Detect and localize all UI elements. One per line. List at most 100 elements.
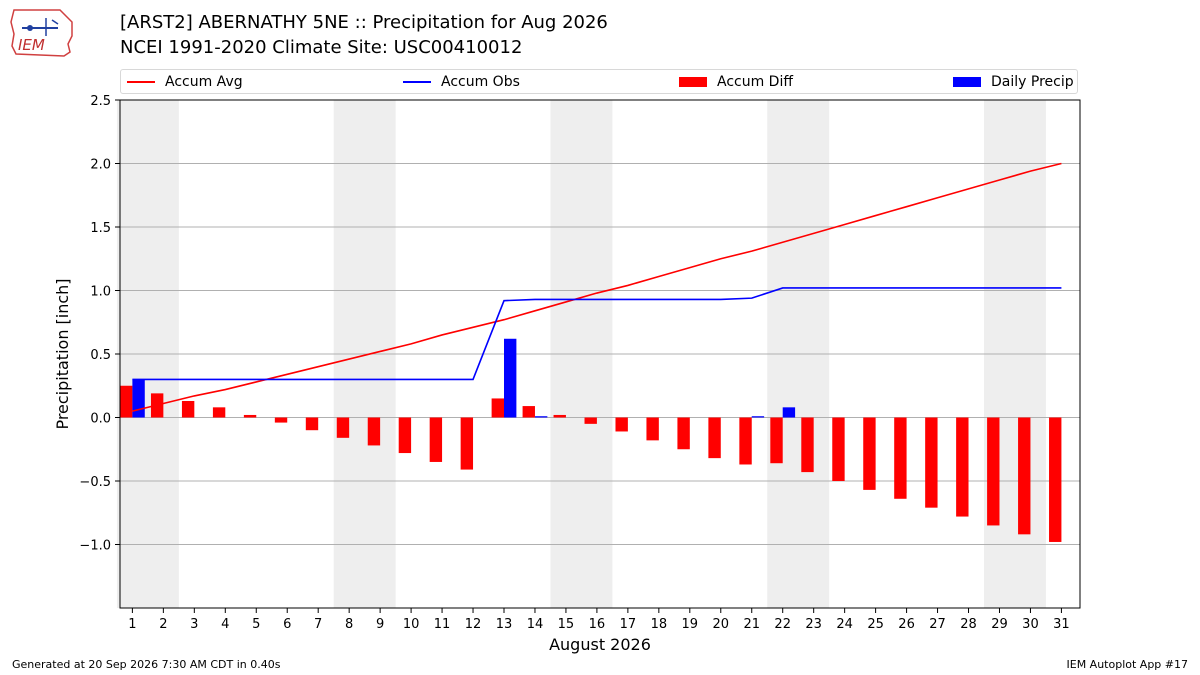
accum-diff-bar (1049, 417, 1062, 542)
bars (120, 338, 1062, 542)
accum-diff-bar (181, 400, 195, 418)
accum-diff-bar (956, 417, 969, 517)
legend-item-accum-avg: Accum Avg (127, 74, 243, 90)
legend-label-accum-diff: Accum Diff (717, 74, 794, 90)
x-tick-label: 26 (898, 617, 915, 632)
accum-diff-bar (553, 414, 566, 418)
x-tick-label: 21 (743, 617, 760, 632)
accum-diff-bar (987, 417, 1000, 526)
chart-title: [ARST2] ABERNATHY 5NE :: Precipitation f… (120, 12, 608, 33)
y-tick-label: −0.5 (79, 475, 111, 490)
accum-diff-bar (832, 417, 845, 481)
daily-precip-bar (504, 338, 517, 418)
x-tick-label: 14 (527, 617, 544, 632)
accum-diff-bar (460, 417, 474, 470)
logo-text: IEM (18, 36, 45, 54)
legend-item-accum-obs: Accum Obs (403, 74, 520, 90)
legend-label-accum-obs: Accum Obs (441, 74, 520, 90)
accum-diff-bar (305, 417, 319, 431)
x-tick-label: 1 (128, 617, 136, 632)
accum-diff-bar (925, 417, 938, 508)
x-tick-label: 18 (651, 617, 668, 632)
x-tick-label: 27 (929, 617, 946, 632)
accum-diff-bar (615, 417, 628, 432)
legend-label-daily-precip: Daily Precip (991, 74, 1074, 90)
y-tick-label: 2.5 (90, 94, 111, 109)
x-tick-label: 17 (620, 617, 637, 632)
x-axis: 1 2 3 4 5 6 7 8 9 10 11 12 13 14 15 16 17 18 19 20 21 22 23 24 2… (128, 608, 1070, 632)
legend-label-accum-avg: Accum Avg (165, 74, 243, 90)
accum-diff-bar (274, 417, 288, 423)
accum-diff-bar (894, 417, 907, 499)
accum-avg-line (132, 162, 1062, 412)
x-tick-label: 3 (190, 617, 198, 632)
footer-generated: Generated at 20 Sep 2026 7:30 AM CDT in … (12, 658, 281, 671)
x-tick-label: 9 (376, 617, 384, 632)
y-tick-label: 0.0 (90, 412, 111, 427)
y-tick-label: 1.0 (90, 285, 111, 300)
legend: Accum Avg Accum Obs Accum Diff Daily Pre… (120, 69, 1078, 94)
chart-subtitle: NCEI 1991-2020 Climate Site: USC00410012 (120, 37, 523, 58)
accum-diff-bar (801, 417, 814, 473)
x-tick-label: 25 (867, 617, 884, 632)
accum-diff-bar (491, 398, 504, 418)
x-tick-label: 10 (403, 617, 420, 632)
y-tick-label: −1.0 (79, 539, 111, 554)
daily-precip-bar (782, 407, 796, 418)
accum-diff-bar (1018, 417, 1031, 535)
x-tick-label: 31 (1053, 617, 1070, 632)
x-tick-label: 28 (960, 617, 977, 632)
x-tick-label: 23 (805, 617, 822, 632)
accum-diff-bar (677, 417, 690, 450)
accum-diff-bar (367, 417, 381, 446)
legend-swatch-accum-obs (403, 81, 431, 83)
y-tick-label: 1.5 (90, 221, 111, 236)
x-tick-label: 11 (434, 617, 451, 632)
x-tick-label: 24 (836, 617, 853, 632)
footer-app: IEM Autoplot App #17 (1066, 658, 1189, 671)
x-tick-label: 29 (991, 617, 1008, 632)
accum-diff-bar (120, 385, 133, 418)
accum-diff-bar (398, 417, 412, 454)
x-axis-label: August 2026 (549, 635, 651, 654)
y-axis: −1.0 −0.5 0.0 0.5 1.0 1.5 2.0 2.5 (79, 94, 120, 554)
x-tick-label: 4 (221, 617, 229, 632)
iem-logo: IEM (10, 9, 73, 57)
x-tick-label: 30 (1022, 617, 1039, 632)
lines (132, 162, 1062, 412)
x-tick-label: 8 (345, 617, 353, 632)
accum-diff-bar (770, 417, 783, 464)
y-axis-label: Precipitation [inch] (53, 278, 72, 429)
accum-obs-line (132, 287, 1062, 381)
accum-diff-bar (646, 417, 659, 441)
x-tick-label: 13 (496, 617, 513, 632)
x-tick-label: 22 (774, 617, 791, 632)
x-tick-label: 12 (465, 617, 482, 632)
accum-diff-bar (708, 417, 721, 459)
x-tick-label: 15 (558, 617, 575, 632)
accum-diff-bar (522, 406, 535, 418)
x-tick-label: 6 (283, 617, 291, 632)
x-tick-label: 16 (589, 617, 606, 632)
x-tick-label: 19 (682, 617, 699, 632)
accum-diff-bar (863, 417, 876, 490)
y-tick-label: 0.5 (90, 348, 111, 363)
daily-precip-bar (132, 379, 145, 418)
x-tick-label: 2 (159, 617, 167, 632)
accum-diff-bar (584, 417, 597, 424)
accum-diff-bar (429, 417, 443, 462)
legend-swatch-daily-precip (953, 77, 981, 87)
legend-swatch-accum-diff (679, 77, 707, 87)
accum-diff-bar (336, 417, 350, 438)
legend-item-daily-precip: Daily Precip (953, 74, 1074, 90)
x-tick-label: 20 (713, 617, 730, 632)
legend-item-accum-diff: Accum Diff (679, 74, 793, 90)
accum-diff-bar (212, 407, 226, 418)
daily-precip-bar (751, 416, 765, 418)
accum-diff-bar (739, 417, 752, 465)
x-tick-label: 7 (314, 617, 322, 632)
legend-swatch-accum-avg (127, 81, 155, 83)
y-tick-label: 2.0 (90, 158, 111, 173)
daily-precip-bar (534, 416, 548, 418)
